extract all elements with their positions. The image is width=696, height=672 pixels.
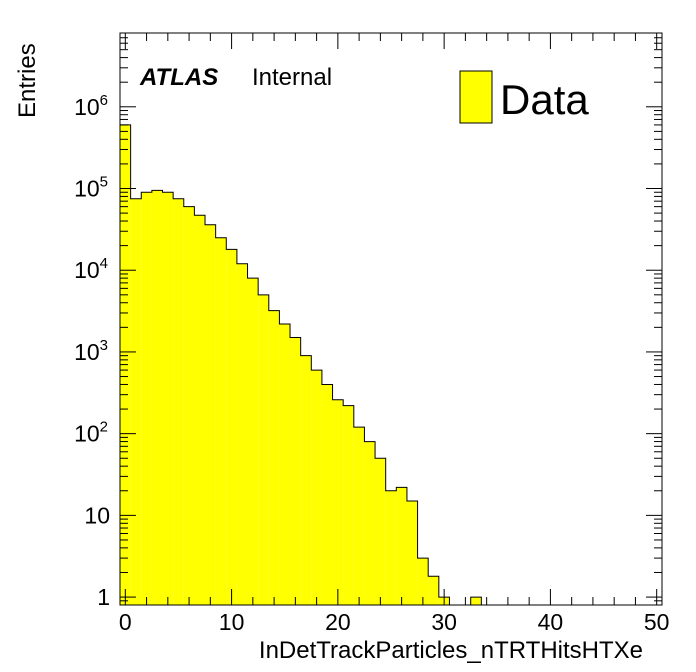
histogram-bar [311,370,322,605]
histogram-bar [258,294,269,605]
axis-ticks [120,32,662,606]
histogram-bar [290,337,301,605]
histogram-bar [183,206,195,605]
histogram-outline [119,124,482,606]
histogram-bar [343,405,354,605]
y-tick-label: 1 [97,584,110,610]
x-tick-labels: 0 10 20 30 40 50 [119,609,670,635]
y-axis-title: Entries [14,43,41,118]
histogram-bar [417,558,429,605]
y-tick-label: 102 [74,419,108,447]
atlas-sublabel: Internal [252,64,332,91]
y-tick-label: 10 [84,502,110,528]
histogram-bar [236,263,248,605]
legend-swatch [459,70,493,124]
histogram-bar [353,427,365,605]
y-tick-label: 106 [74,92,108,120]
histogram-bar [162,192,174,606]
atlas-label: ATLAS [139,64,218,91]
legend-entry-data: Data [500,76,589,123]
histogram-bar [226,249,237,606]
histogram-bar [470,597,482,605]
x-tick-label: 20 [325,609,351,635]
x-tick-label: 30 [431,609,457,635]
histogram-bar [300,355,312,605]
histogram-bar [268,310,280,605]
histogram-bar [332,399,344,605]
histogram-bar [375,458,386,605]
histogram-bar [385,490,397,605]
histogram-bar [173,198,184,605]
histogram-bar [406,500,418,605]
histogram-bar [130,198,142,605]
y-tick-label: 103 [74,337,108,365]
x-axis-title: InDetTrackParticles_nTRTHitsHTXe [259,637,643,664]
histogram-bar [279,323,291,605]
histogram-bar [141,192,152,606]
plot-frame [119,32,663,606]
histogram-bar [151,190,163,605]
x-tick-label: 10 [219,609,245,635]
histogram-bar [205,224,216,606]
histogram-bar [321,384,333,605]
x-tick-label: 0 [119,609,132,635]
y-tick-label: 105 [74,174,108,202]
histogram-bar [428,576,439,605]
y-tick-label: 104 [74,255,108,283]
histogram-bar [364,441,376,605]
legend: Data [459,70,589,124]
x-tick-label: 40 [538,609,564,635]
histogram-bar [215,237,227,605]
histogram-bar [247,278,259,605]
x-tick-label: 50 [644,609,670,635]
histogram-bar [194,215,206,605]
histogram-bar [396,487,407,605]
y-tick-labels: 1 10 102 103 104 105 106 [74,92,110,610]
